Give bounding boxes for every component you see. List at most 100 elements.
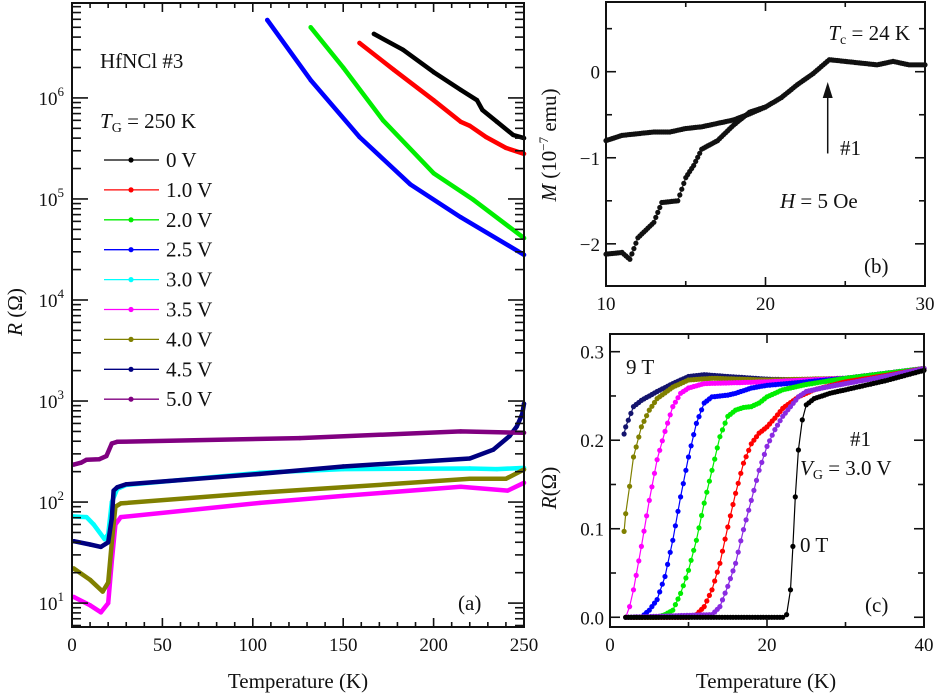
panel-a-ylabel: R (Ω): [3, 288, 27, 337]
data-point: [672, 399, 679, 405]
data-point: [651, 399, 658, 406]
data-point: [746, 507, 752, 513]
data-point: [257, 490, 263, 495]
data-point: [672, 523, 679, 529]
data-point: [483, 134, 489, 140]
data-point: [712, 578, 718, 584]
panel-a-sample-label: HfNCl #3: [100, 49, 183, 73]
data-point: [662, 428, 668, 434]
x-tick-label: 20: [756, 294, 775, 315]
x-tick-label: 20: [758, 635, 777, 656]
data-point: [670, 537, 676, 543]
legend-marker: [128, 366, 134, 372]
data-point: [683, 575, 689, 581]
data-point: [84, 457, 89, 463]
unit-prefix: (10: [537, 151, 561, 184]
data-point: [257, 471, 263, 477]
data-point: [467, 466, 472, 471]
legend-label: 0 V: [166, 148, 197, 172]
y-tick-label: 101: [39, 589, 65, 615]
panel-a-xlabel: Temperature (K): [228, 669, 368, 693]
data-point: [790, 543, 796, 550]
data-point: [792, 494, 798, 500]
y-tick-label: 105: [39, 185, 65, 211]
data-point: [257, 500, 263, 506]
symbol: V: [800, 456, 815, 480]
panel-c-label: (c): [865, 593, 888, 617]
data-point: [691, 547, 697, 553]
y-tick-label: −1: [580, 149, 600, 170]
series-group: [621, 365, 927, 620]
data-point: [357, 40, 362, 46]
x-tick-label: 150: [329, 635, 358, 656]
data-point: [638, 543, 645, 550]
data-point: [706, 592, 713, 599]
x-tick-label: 200: [419, 635, 448, 656]
data-point: [681, 180, 687, 186]
series-line-2.0V: [308, 25, 527, 241]
panel-c-high-field-label: 9 T: [626, 355, 654, 379]
data-point: [623, 511, 629, 517]
legend-marker: [128, 306, 134, 313]
data-point: [458, 119, 463, 125]
data-point: [672, 602, 679, 608]
legend-item: 2.0 V: [104, 208, 212, 232]
panel-c-xlabel: Temperature (K): [696, 669, 836, 693]
y-tick-label: 0.3: [580, 343, 604, 364]
data-point: [621, 528, 627, 535]
data-point: [636, 558, 642, 564]
legend-label: 1.0 V: [166, 178, 212, 202]
data-point: [774, 422, 781, 428]
data-point: [696, 525, 702, 531]
panel-c-sample-label: #1: [850, 427, 871, 451]
data-point: [733, 490, 739, 496]
x-tick-label: 0: [67, 635, 77, 656]
data-point: [693, 420, 700, 426]
data-point: [503, 145, 509, 151]
subscript: G: [112, 121, 122, 136]
series-line-4.0V: [71, 467, 527, 594]
data-point: [762, 104, 769, 110]
series-group: [603, 57, 928, 262]
legend-label: 3.5 V: [166, 298, 212, 322]
data-point: [748, 497, 754, 503]
data-point: [655, 209, 661, 215]
subscript: G: [813, 468, 823, 483]
data-point: [740, 527, 747, 533]
data-point: [87, 542, 93, 547]
data-point: [767, 438, 773, 444]
data-point: [688, 443, 694, 449]
data-point: [467, 123, 472, 128]
data-point: [701, 604, 707, 610]
symbol: M: [537, 183, 561, 203]
data-point: [91, 522, 96, 527]
data-point: [659, 581, 665, 587]
tick-exponent: 3: [58, 387, 65, 402]
data-point: [719, 597, 726, 603]
data-point: [651, 470, 658, 476]
data-point: [630, 454, 637, 460]
panel-b-label: (b): [864, 254, 889, 278]
data-point: [759, 459, 765, 465]
data-point: [701, 500, 707, 506]
data-point: [631, 246, 637, 252]
legend-label: 4.5 V: [166, 357, 212, 381]
panel-c-ylabel: R(Ω): [537, 467, 561, 510]
data-point: [458, 484, 463, 489]
data-point: [308, 77, 313, 83]
data-point: [665, 420, 671, 426]
data-point: [628, 410, 634, 416]
data-point: [341, 65, 346, 70]
data-point: [706, 478, 713, 484]
data-point: [688, 557, 694, 563]
legend-marker: [128, 247, 134, 253]
legend-marker: [128, 277, 134, 283]
data-point: [297, 435, 303, 441]
data-point: [799, 417, 805, 423]
legend: 0 V 1.0 V 2.0 V 2.5 V 3.0 V 3.5 V 4.0 V 4.5 V 5.…: [104, 148, 212, 411]
data-point: [633, 240, 639, 246]
data-point: [115, 485, 120, 490]
data-point: [102, 536, 107, 542]
